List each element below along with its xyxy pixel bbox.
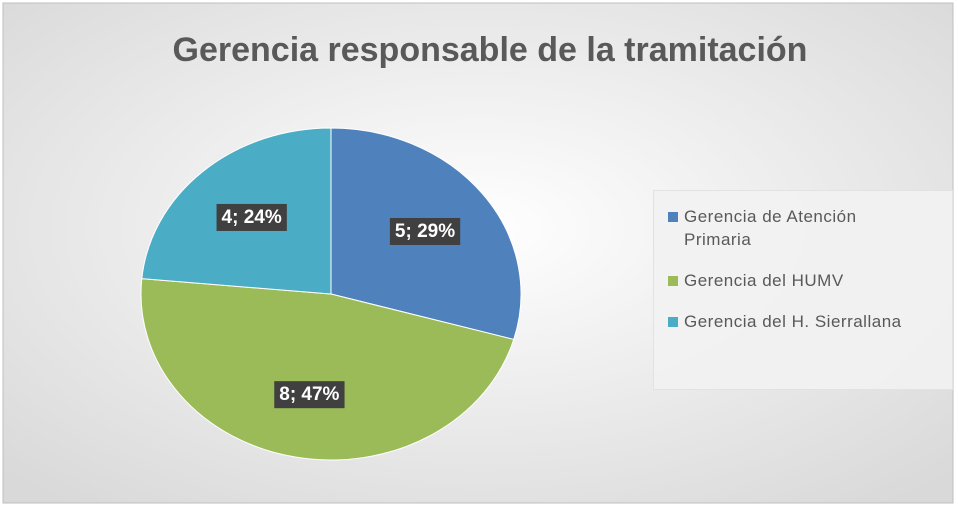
legend: Gerencia de Atención Primaria Gerencia de… bbox=[653, 190, 953, 390]
data-label-box bbox=[216, 203, 287, 231]
data-labels: 5; 29% 8; 47% 4; 24% bbox=[216, 203, 461, 409]
pie-slice bbox=[140, 278, 515, 461]
data-label-box bbox=[389, 217, 461, 245]
data-label: 4; 24% bbox=[222, 207, 282, 228]
legend-entry: Gerencia del HUMV bbox=[668, 269, 952, 292]
legend-entry: Gerencia de Atención Primaria bbox=[668, 205, 952, 251]
legend-swatch bbox=[668, 276, 678, 286]
legend-entry: Gerencia del H. Sierrallana bbox=[668, 310, 952, 333]
legend-label: Gerencia de Atención Primaria bbox=[684, 207, 857, 249]
legend-swatch bbox=[668, 212, 678, 222]
legend-label: Gerencia del H. Sierrallana bbox=[684, 312, 902, 331]
legend-label: Gerencia del HUMV bbox=[684, 271, 844, 290]
pie bbox=[140, 127, 522, 461]
legend-swatch bbox=[668, 317, 678, 327]
chart-title: Gerencia responsable de la tramitación bbox=[173, 31, 808, 69]
data-label-box bbox=[274, 381, 345, 409]
data-label: 5; 29% bbox=[395, 221, 455, 242]
data-label: 8; 47% bbox=[279, 384, 339, 405]
